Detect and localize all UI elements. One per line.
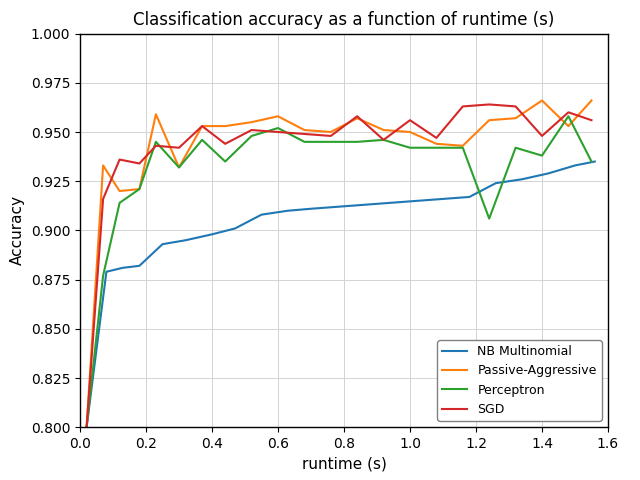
SGD xyxy=(116,156,124,162)
SGD xyxy=(564,109,572,115)
NB Multinomial xyxy=(360,202,367,208)
Line: Perceptron: Perceptron xyxy=(86,116,591,427)
Perceptron xyxy=(406,145,414,151)
SGD xyxy=(327,133,335,139)
Perceptron xyxy=(538,153,546,158)
NB Multinomial xyxy=(571,163,579,168)
Perceptron xyxy=(512,145,520,151)
Passive-Aggressive xyxy=(564,123,572,129)
SGD xyxy=(198,123,206,129)
Legend: NB Multinomial, Passive-Aggressive, Perceptron, SGD: NB Multinomial, Passive-Aggressive, Perc… xyxy=(437,340,602,421)
Passive-Aggressive xyxy=(198,123,206,129)
NB Multinomial xyxy=(102,269,110,275)
Passive-Aggressive xyxy=(353,115,361,121)
Perceptron xyxy=(116,200,124,206)
NB Multinomial xyxy=(492,180,500,186)
Perceptron xyxy=(485,216,493,221)
Passive-Aggressive xyxy=(136,186,143,192)
SGD xyxy=(83,424,90,430)
SGD xyxy=(406,117,414,123)
Passive-Aggressive xyxy=(152,111,160,117)
NB Multinomial xyxy=(545,170,552,176)
NB Multinomial xyxy=(465,194,473,200)
Perceptron xyxy=(152,139,160,145)
Passive-Aggressive xyxy=(380,127,387,133)
Perceptron xyxy=(248,133,255,139)
Passive-Aggressive xyxy=(406,129,414,135)
Passive-Aggressive xyxy=(248,120,255,125)
SGD xyxy=(301,131,308,137)
Perceptron xyxy=(564,113,572,119)
Passive-Aggressive xyxy=(83,424,90,430)
Perceptron xyxy=(274,125,282,131)
Line: Passive-Aggressive: Passive-Aggressive xyxy=(86,100,591,427)
Passive-Aggressive xyxy=(459,143,467,149)
Passive-Aggressive xyxy=(221,123,229,129)
SGD xyxy=(459,104,467,109)
Passive-Aggressive xyxy=(433,141,440,147)
NB Multinomial xyxy=(284,208,292,214)
SGD xyxy=(512,104,520,109)
NB Multinomial xyxy=(119,265,127,271)
SGD xyxy=(99,196,107,202)
SGD xyxy=(136,161,143,167)
NB Multinomial xyxy=(258,212,266,217)
Passive-Aggressive xyxy=(301,127,308,133)
Perceptron xyxy=(459,145,467,151)
Perceptron xyxy=(301,139,308,145)
NB Multinomial xyxy=(182,238,189,243)
NB Multinomial xyxy=(333,204,341,210)
Perceptron xyxy=(353,139,361,145)
SGD xyxy=(248,127,255,133)
NB Multinomial xyxy=(231,226,239,231)
Passive-Aggressive xyxy=(116,188,124,194)
Line: NB Multinomial: NB Multinomial xyxy=(86,161,595,427)
SGD xyxy=(221,141,229,147)
NB Multinomial xyxy=(387,200,394,206)
Perceptron xyxy=(175,165,183,170)
SGD xyxy=(175,145,183,151)
SGD xyxy=(353,113,361,119)
SGD xyxy=(485,102,493,108)
Perceptron xyxy=(136,186,143,192)
NB Multinomial xyxy=(413,198,420,204)
SGD xyxy=(588,117,595,123)
Passive-Aggressive xyxy=(588,97,595,103)
Perceptron xyxy=(198,137,206,143)
NB Multinomial xyxy=(208,231,216,237)
Perceptron xyxy=(221,158,229,164)
SGD xyxy=(152,143,160,149)
Perceptron xyxy=(433,145,440,151)
SGD xyxy=(538,133,546,139)
SGD xyxy=(274,129,282,135)
Title: Classification accuracy as a function of runtime (s): Classification accuracy as a function of… xyxy=(133,11,555,29)
NB Multinomial xyxy=(439,196,447,202)
Passive-Aggressive xyxy=(274,113,282,119)
Y-axis label: Accuracy: Accuracy xyxy=(10,195,25,265)
Passive-Aggressive xyxy=(99,163,107,168)
NB Multinomial xyxy=(518,176,526,182)
Perceptron xyxy=(83,424,90,430)
Line: SGD: SGD xyxy=(86,105,591,427)
Passive-Aggressive xyxy=(538,97,546,103)
X-axis label: runtime (s): runtime (s) xyxy=(301,456,387,471)
NB Multinomial xyxy=(591,158,598,164)
NB Multinomial xyxy=(307,206,315,212)
NB Multinomial xyxy=(159,241,166,247)
Perceptron xyxy=(380,137,387,143)
Passive-Aggressive xyxy=(512,115,520,121)
SGD xyxy=(380,137,387,143)
Perceptron xyxy=(588,158,595,164)
Passive-Aggressive xyxy=(175,165,183,170)
Passive-Aggressive xyxy=(327,129,335,135)
Perceptron xyxy=(327,139,335,145)
Passive-Aggressive xyxy=(485,117,493,123)
SGD xyxy=(433,135,440,141)
Perceptron xyxy=(99,273,107,278)
NB Multinomial xyxy=(136,263,143,269)
NB Multinomial xyxy=(83,424,90,430)
